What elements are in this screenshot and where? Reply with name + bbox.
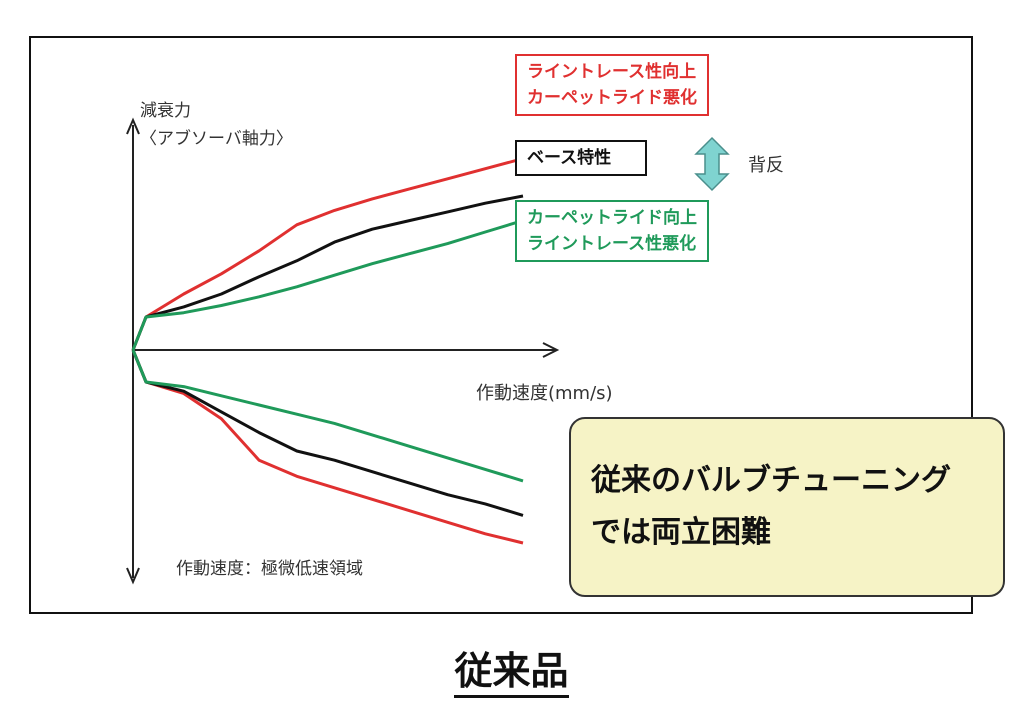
legend-black-label: ベース特性 (527, 148, 612, 168)
series-0-extension-line (131, 157, 524, 351)
legend-green-line2: ライントレース性悪化 (527, 234, 697, 254)
series-1-compression-line (131, 349, 524, 517)
tradeoff-label: 背反 (748, 155, 784, 176)
legend-green: カーペットライド向上 ライントレース性悪化 (515, 200, 709, 262)
callout-box: 従来のバルブチューニング では両立困難 (569, 417, 1005, 597)
legend-red-line1: ライントレース性向上 (527, 62, 697, 82)
series-0-compression-line (131, 349, 524, 545)
legend-black: ベース特性 (515, 140, 648, 176)
x-axis-label: 作動速度(mm/s) (476, 383, 613, 404)
series-2-extension-line (131, 219, 524, 351)
y-axis-label-line1: 減衰力 (140, 101, 191, 121)
y-axis-arrow-up (126, 117, 140, 135)
legend-red-line2: カーペットライド悪化 (527, 88, 697, 108)
caption-text: 従来品 (454, 649, 569, 698)
velocity-region-note: 作動速度：極微低速領域 (176, 559, 363, 579)
y-axis-arrow-down (126, 567, 140, 585)
chart-frame (29, 36, 973, 614)
x-axis-arrow (542, 342, 560, 358)
series-1-extension-line (131, 194, 524, 351)
legend-green-line1: カーペットライド向上 (527, 208, 697, 228)
y-axis-label-line2: 〈アブソーバ軸力〉 (140, 129, 293, 149)
tradeoff-double-arrow-icon (694, 136, 730, 192)
figure-caption: 従来品 (0, 640, 1023, 698)
callout-line2: では両立困難 (591, 515, 771, 550)
legend-red: ライントレース性向上 カーペットライド悪化 (515, 54, 709, 116)
series-2-compression-line (131, 349, 524, 483)
callout-line1: 従来のバルブチューニング (591, 463, 951, 498)
